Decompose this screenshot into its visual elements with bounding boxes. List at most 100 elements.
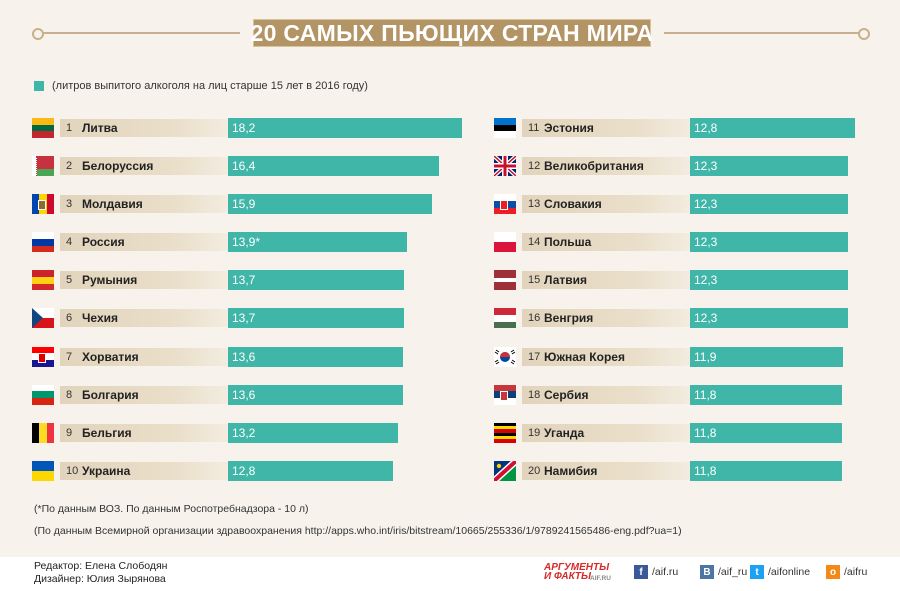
flag-icon — [494, 308, 516, 329]
value-label: 12,3 — [694, 311, 718, 326]
bar — [228, 346, 403, 367]
bar — [690, 422, 842, 443]
country-label: Румыния — [82, 273, 138, 288]
value-label: 11,9 — [694, 349, 717, 364]
flag-icon — [494, 460, 516, 481]
chart-row: 5 Румыния 13,7 — [32, 269, 472, 291]
flag-icon — [494, 194, 516, 215]
rank-label: 12 — [528, 160, 541, 173]
flag-icon — [32, 194, 54, 215]
rank-label: 19 — [528, 426, 541, 439]
country-label: Латвия — [544, 273, 588, 288]
label-band — [522, 233, 718, 252]
bar — [690, 346, 843, 367]
flag-icon — [494, 422, 516, 443]
source-note: (По данным Всемирной организации здравоо… — [34, 525, 682, 537]
bar — [228, 384, 403, 405]
flag-icon — [494, 156, 516, 177]
label-band — [60, 195, 256, 214]
label-band — [522, 347, 718, 366]
social-link[interactable]: В/aif_ru — [700, 565, 747, 579]
rank-label: 5 — [66, 274, 73, 287]
label-band — [522, 309, 718, 328]
footnote: (*По данным ВОЗ. По данным Роспотребнадз… — [34, 503, 309, 515]
bar — [690, 118, 855, 138]
country-label: Хорватия — [82, 349, 139, 364]
social-link[interactable]: t/aifonline — [750, 565, 810, 579]
label-band — [522, 423, 718, 442]
rank-label: 20 — [528, 464, 541, 477]
value-label: 11,8 — [694, 425, 717, 440]
bar — [228, 422, 398, 443]
chart-row: 11 Эстония 12,8 — [494, 117, 900, 139]
aif-logo[interactable]: АРГУМЕНТЫ И ФАКТЫ AIF.RU — [544, 562, 611, 583]
value-label: 12,8 — [232, 463, 256, 478]
chart-row: 14 Польша 12,3 — [494, 231, 900, 253]
value-label: 12,3 — [694, 273, 718, 288]
rank-label: 7 — [66, 350, 73, 363]
twitter-icon: t — [750, 565, 764, 579]
flag-icon — [494, 384, 516, 405]
country-label: Венгрия — [544, 311, 594, 326]
bar — [690, 270, 849, 291]
label-band — [522, 195, 718, 214]
legend-swatch — [34, 81, 44, 91]
chart-row: 7 Хорватия 13,6 — [32, 346, 472, 368]
chart-row: 8 Болгария 13,6 — [32, 384, 472, 406]
bar — [690, 156, 849, 177]
value-label: 12,8 — [694, 121, 718, 135]
bar — [228, 460, 393, 481]
social-link[interactable]: f/aif.ru — [634, 565, 678, 579]
flag-icon — [32, 346, 54, 367]
country-label: Чехия — [82, 311, 118, 326]
flag-icon — [494, 118, 516, 138]
flag-icon — [32, 384, 54, 405]
country-label: Болгария — [82, 387, 139, 402]
bar — [690, 232, 849, 253]
title-dot-right — [858, 28, 870, 40]
label-band — [522, 119, 718, 137]
flag-icon — [32, 422, 54, 443]
logo-line1: АРГУМЕНТЫ — [544, 562, 610, 573]
social-label: /aif_ru — [718, 566, 748, 578]
rank-label: 13 — [528, 198, 541, 211]
country-label: Великобритания — [544, 159, 644, 174]
value-label: 11,8 — [694, 463, 717, 478]
value-label: 15,9 — [232, 197, 256, 212]
social-label: /aifru — [844, 566, 868, 578]
rank-label: 6 — [66, 312, 73, 325]
chart-row: 9 Бельгия 13,2 — [32, 422, 472, 444]
label-band — [522, 461, 718, 480]
bar — [690, 460, 842, 481]
country-label: Сербия — [544, 387, 589, 402]
flag-icon — [32, 118, 54, 138]
rank-label: 16 — [528, 312, 541, 325]
flag-icon — [494, 270, 516, 291]
bar — [690, 384, 842, 405]
designer-credit: Дизайнер: Юлия Зырянова — [34, 573, 166, 585]
rank-label: 17 — [528, 350, 541, 363]
bar — [228, 308, 405, 329]
flag-icon — [32, 156, 54, 177]
social-label: /aif.ru — [652, 566, 679, 578]
country-label: Намибия — [544, 463, 598, 478]
country-label: Белоруссия — [82, 159, 154, 174]
country-label: Польша — [544, 235, 592, 250]
value-label: 13,6 — [232, 349, 256, 364]
chart-row: 12 Великобритания 12,3 — [494, 155, 900, 177]
rank-label: 1 — [66, 122, 73, 134]
legend-label: (литров выпитого алкоголя на лиц старше … — [52, 80, 368, 92]
label-band — [522, 157, 718, 176]
chart-row: 20 Намибия 11,8 — [494, 460, 900, 482]
country-label: Молдавия — [82, 197, 143, 212]
label-band — [60, 385, 256, 404]
country-label: Украина — [82, 463, 131, 478]
social-link[interactable]: о/aifru — [826, 565, 867, 579]
chart-row: 17 Южная Корея 11,9 — [494, 346, 900, 368]
chart-row: 18 Сербия 11,8 — [494, 384, 900, 406]
chart-row: 2 Белоруссия 16,4 — [32, 155, 472, 177]
rank-label: 15 — [528, 274, 541, 287]
rank-label: 14 — [528, 236, 541, 249]
logo-site: AIF.RU — [590, 575, 611, 582]
rank-label: 9 — [66, 426, 73, 439]
